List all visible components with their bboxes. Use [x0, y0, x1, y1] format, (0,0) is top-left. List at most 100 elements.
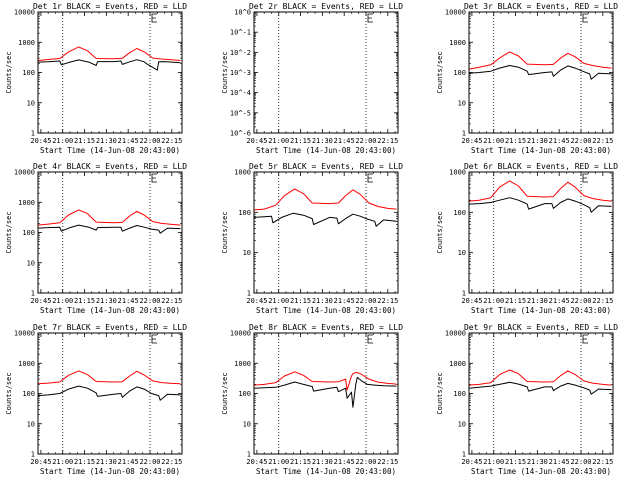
series-lld-line — [468, 51, 612, 70]
e-marker-glyph — [151, 334, 157, 344]
x-tick-label: 21:00 — [268, 297, 289, 305]
x-tick-label: 21:00 — [52, 137, 73, 145]
y-tick-label: 1 — [247, 451, 251, 459]
x-tick-label: 20:45 — [461, 137, 482, 145]
x-axis-label: Start Time (14-Jun-08 20:43:00) — [256, 306, 396, 315]
x-tick-label: 21:45 — [549, 458, 570, 466]
y-tick-label: 100 — [22, 229, 35, 237]
x-tick-label: 22:00 — [139, 297, 160, 305]
series-events-line — [37, 59, 181, 71]
x-tick-label: 21:30 — [527, 297, 548, 305]
series-lld-line — [468, 180, 612, 202]
x-tick-label: 22:00 — [570, 297, 591, 305]
y-tick-label: 10 — [27, 420, 35, 428]
y-tick-label: 100 — [453, 390, 466, 398]
x-tick-label: 21:30 — [96, 458, 117, 466]
y-axis-label: Counts/sec — [221, 372, 229, 414]
x-tick-label: 21:15 — [74, 297, 95, 305]
x-tick-label: 20:45 — [30, 458, 51, 466]
x-tick-label: 21:15 — [505, 137, 526, 145]
x-tick-label: 20:45 — [461, 297, 482, 305]
x-tick-label: 21:00 — [268, 458, 289, 466]
x-tick-label: 21:00 — [483, 297, 504, 305]
x-tick-label: 21:15 — [505, 458, 526, 466]
x-tick-label: 22:15 — [592, 137, 613, 145]
y-tick-label: 10000 — [445, 330, 466, 338]
series-events-line — [253, 376, 397, 408]
panel-det-5: Det 5r BLACK = Events, RED = LLD Counts/s… — [221, 162, 403, 315]
y-tick-label: 1 — [462, 290, 466, 298]
x-tick-label: 21:15 — [290, 458, 311, 466]
y-tick-label: 10 — [27, 259, 35, 267]
y-tick-label: 10^-4 — [230, 89, 251, 97]
panel-det-8: Det 8r BLACK = Events, RED = LLD Counts/s… — [221, 323, 403, 476]
x-tick-label: 21:30 — [312, 137, 333, 145]
x-tick-label: 21:15 — [74, 458, 95, 466]
y-tick-label: 10 — [458, 249, 466, 257]
x-tick-label: 20:45 — [461, 458, 482, 466]
y-tick-label: 1 — [31, 451, 35, 459]
series-lld-line — [468, 369, 612, 386]
y-axis-label: Counts/sec — [5, 51, 13, 93]
series-lld-line — [37, 370, 181, 385]
y-tick-label: 1 — [31, 290, 35, 298]
x-tick-label: 21:45 — [334, 458, 355, 466]
y-axis-label: Counts/sec — [221, 211, 229, 253]
y-tick-label: 100 — [453, 209, 466, 217]
y-tick-label: 10 — [243, 420, 251, 428]
e-marker-glyph — [367, 334, 373, 344]
x-axis-label: Start Time (14-Jun-08 20:43:00) — [471, 146, 611, 155]
y-tick-label: 1000 — [18, 199, 35, 207]
x-tick-label: 20:45 — [246, 458, 267, 466]
x-tick-label: 22:15 — [377, 297, 398, 305]
panel-det-9: Det 9r BLACK = Events, RED = LLD Counts/s… — [436, 323, 618, 476]
x-tick-label: 21:30 — [312, 458, 333, 466]
plot-frame — [37, 332, 183, 455]
y-tick-label: 100 — [238, 209, 251, 217]
x-tick-label: 21:15 — [505, 297, 526, 305]
x-tick-label: 22:00 — [139, 137, 160, 145]
panel-title: Det 5r BLACK = Events, RED = LLD — [249, 162, 403, 171]
y-tick-label: 10 — [458, 420, 466, 428]
y-tick-label: 10 — [243, 249, 251, 257]
plot-frame — [253, 332, 399, 455]
e-marker-glyph — [582, 334, 588, 344]
series-lld-line — [37, 46, 181, 61]
x-tick-label: 21:45 — [118, 458, 139, 466]
x-tick-label: 22:15 — [592, 297, 613, 305]
x-tick-label: 21:45 — [334, 137, 355, 145]
x-tick-label: 22:00 — [355, 458, 376, 466]
x-tick-label: 22:15 — [377, 137, 398, 145]
panel-det-1: Det 1r BLACK = Events, RED = LLD Counts/s… — [5, 2, 187, 155]
x-tick-label: 21:30 — [527, 458, 548, 466]
y-axis-label: Counts/sec — [221, 51, 229, 93]
x-tick-label: 20:45 — [246, 137, 267, 145]
panel-title: Det 9r BLACK = Events, RED = LLD — [464, 323, 618, 332]
panel-det-4: Det 4r BLACK = Events, RED = LLD Counts/s… — [5, 162, 187, 315]
y-tick-label: 10000 — [14, 330, 35, 338]
y-tick-label: 10^-3 — [230, 69, 251, 77]
plot-frame — [468, 171, 614, 294]
x-axis-label: Start Time (14-Jun-08 20:43:00) — [40, 146, 180, 155]
x-tick-label: 21:45 — [118, 297, 139, 305]
y-axis-label: Counts/sec — [436, 211, 444, 253]
x-tick-label: 22:15 — [161, 137, 182, 145]
e-marker-glyph — [582, 13, 588, 23]
e-marker-glyph — [151, 13, 157, 23]
x-tick-label: 21:15 — [290, 297, 311, 305]
y-tick-label: 1000 — [234, 360, 251, 368]
e-marker-glyph — [151, 173, 157, 183]
y-tick-label: 10^0 — [234, 9, 251, 17]
x-axis-label: Start Time (14-Jun-08 20:43:00) — [471, 467, 611, 476]
y-tick-label: 10^-6 — [230, 130, 251, 138]
x-tick-label: 21:45 — [549, 297, 570, 305]
y-tick-label: 1000 — [449, 169, 466, 177]
y-tick-label: 1 — [462, 130, 466, 138]
x-tick-label: 21:30 — [527, 137, 548, 145]
series-events-line — [253, 212, 397, 227]
y-tick-label: 10^-2 — [230, 49, 251, 57]
x-tick-label: 21:15 — [290, 137, 311, 145]
x-tick-label: 21:00 — [268, 137, 289, 145]
x-tick-label: 20:45 — [30, 137, 51, 145]
x-tick-label: 21:30 — [312, 297, 333, 305]
